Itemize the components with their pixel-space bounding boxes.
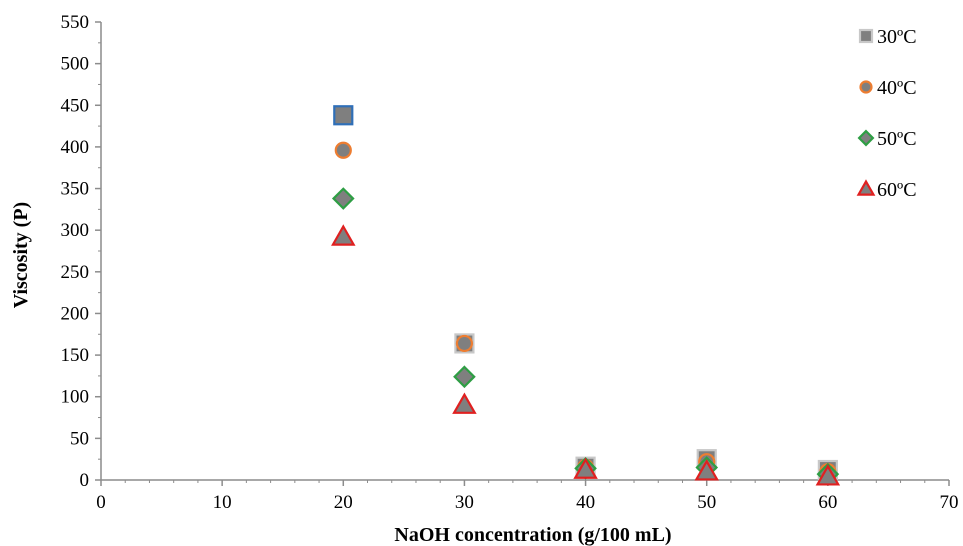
legend-label: 30ºC [877,26,917,48]
data-point-circle [455,334,474,353]
legend-label: 40ºC [877,77,917,99]
y-tick-label: 450 [61,95,90,116]
legend-label: 50ºC [877,128,917,150]
y-tick-label: 100 [61,387,90,408]
data-point-triangle [331,224,356,246]
x-tick-label: 50 [697,492,716,513]
legend-marker-circle [859,80,873,94]
y-tick-label: 150 [61,345,90,366]
x-tick-label: 60 [818,492,837,513]
y-tick-label: 300 [61,220,90,241]
x-axis-title: NaOH concentration (g/100 mL) [394,524,671,546]
y-tick-label: 50 [70,428,89,449]
data-point-triangle [694,459,719,481]
y-axis-ticks: 0 50 100 150 200 250 300 350 400 450 500 550 [61,12,101,491]
data-points [331,105,841,486]
y-tick-label: 0 [80,470,90,491]
x-tick-label: 40 [576,492,595,513]
data-point-triangle [815,464,841,486]
data-point-circle [334,141,352,159]
y-axis-title: Viscosity (P) [10,202,32,308]
legend-marker-square [858,28,874,44]
x-tick-label: 10 [213,492,232,513]
data-point-triangle [573,457,598,479]
y-tick-label: 400 [61,137,90,158]
y-tick-label: 250 [61,262,90,283]
y-tick-label: 350 [61,179,90,200]
x-axis-ticks: 0 10 20 30 40 50 60 70 [96,480,959,513]
data-point-diamond [453,365,476,389]
x-tick-label: 70 [940,492,959,513]
data-point-diamond [331,187,355,210]
legend-marker-triangle [856,179,876,196]
x-tick-label: 30 [455,492,474,513]
data-point-triangle [452,392,477,414]
x-tick-label: 0 [96,492,106,513]
legend: 30ºC 40ºC 50ºC 60ºC [856,26,917,201]
y-tick-label: 500 [61,54,90,75]
data-point-square [333,105,354,126]
legend-marker-diamond [857,129,875,147]
x-tick-label: 20 [334,492,353,513]
legend-label: 60ºC [877,179,917,201]
y-tick-label: 200 [61,303,90,324]
y-tick-label: 550 [61,12,90,33]
